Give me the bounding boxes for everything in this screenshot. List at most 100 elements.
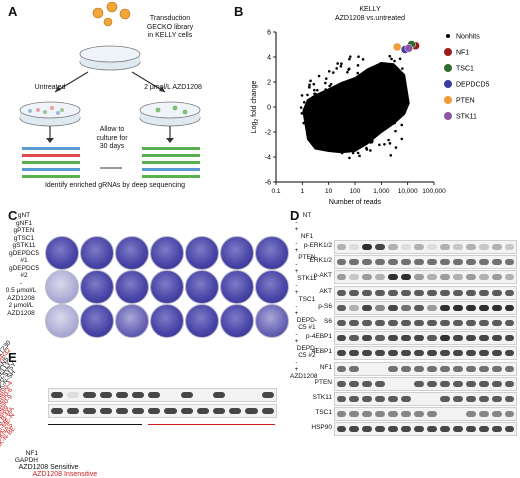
nonhit-point [340,151,344,155]
blot-band [375,304,386,311]
blot-row-label: TSC1 [315,409,332,417]
blot-band [478,411,489,418]
blot-band [401,365,412,372]
western-blot-d: NT - + NF1- + PTEN - + STK11- + TSC1- + DEPD- C5 #1-… [290,212,520,440]
blot-strip [334,407,517,422]
blot-band [245,408,258,414]
treatment-sign: + [294,310,299,317]
nonhit-point [369,105,373,109]
blot-band [148,392,161,398]
nonhit-point [311,120,315,123]
nonhit-point [335,67,339,70]
scatter-plot: -6 -4 -2 0 2 4 6 0.1 1 10 100 1,000 10,000 100,000 Num… [251,30,490,207]
colony-dish [115,270,149,304]
blot-band [375,380,386,387]
nonhit-point [388,142,392,145]
blot-row-label: p-4EBP1 [305,333,332,341]
group-label: TSC1 [298,296,316,303]
blot-band [336,350,347,357]
untreated-label: Untreated [34,84,66,91]
nonhit-point [324,81,327,85]
blot-band [414,380,424,387]
blot-band [504,259,515,266]
blot-band [452,274,463,281]
blot-band [478,259,489,266]
hit-point-stk11 [404,44,414,53]
nonhit-point [347,100,351,103]
blot-band [349,396,360,402]
blot-band [439,426,450,433]
blot-band [478,380,489,387]
blot-band [427,365,437,372]
nonhit-point [361,58,365,61]
blot-band [83,392,96,398]
nonhit-point [361,111,365,115]
blot-band [51,392,64,398]
nonhit-point [303,110,307,114]
nonhit-point [324,88,327,91]
legend-marker [444,64,452,72]
blot-band [504,289,515,296]
blot-band [478,289,489,296]
row-label: 2 μmol/L AZD1208 [7,302,35,317]
nonhit-point [355,113,359,117]
treatment-sign: + [294,226,299,233]
blot-band [375,289,386,296]
nonhit-point [401,94,404,98]
legend-label: STK11 [456,114,477,121]
blot-band [388,426,399,433]
blot-row-label: NF1 [319,363,332,371]
blot-band [375,335,386,342]
colony-dish [80,270,114,304]
nonhit-point [346,118,349,121]
nonhit-point [320,103,324,107]
blot-band [336,259,347,266]
nonhit-point [357,123,361,126]
nonhit-point [324,96,327,100]
row-label: - [19,279,23,287]
blot-band [349,289,360,296]
nonhit-point [299,106,303,109]
blot-row-label: S6 [324,318,332,325]
blot-band [115,408,128,414]
nonhit-point [358,107,362,110]
blot-band [452,244,463,250]
column-label: gTSC1 [13,234,35,242]
nonhit-point [308,128,312,131]
blot-band [414,365,424,372]
grna-bars-right [142,147,200,178]
blot-strip [334,270,517,285]
blot-band [362,289,373,296]
blot-band [439,335,450,342]
blot-band [504,335,515,342]
blot-band [478,350,489,357]
blot-band [375,320,386,326]
x-tick-label: 1 [301,188,305,195]
blot-strip [334,240,517,254]
blot-band [115,392,128,398]
blot-band [439,244,450,250]
blot-band [491,259,502,266]
nonhit-point [395,87,398,91]
nonhit-point [364,117,367,121]
blot-band [414,274,424,281]
column-label: gNT [17,212,31,219]
blot-band [491,320,502,326]
blot-band [401,320,412,326]
blot-band [362,274,373,281]
nonhit-point [346,148,349,151]
nonhit-point [308,83,311,87]
blot-band [362,304,373,311]
nonhit-point [392,82,396,86]
blot-strip [48,404,277,418]
blot-band [349,259,360,266]
treatment-sign: + [294,289,299,296]
x-tick-label: 100 [350,188,361,195]
x-axis-label: Number of reads [329,199,382,206]
blot-band [213,408,226,414]
treatment-sign: - [295,331,298,338]
blot-row-label: ERK1/2 [309,257,332,265]
nonhit-point [359,134,363,138]
blot-band [439,350,450,357]
nonhit-point [346,133,350,136]
